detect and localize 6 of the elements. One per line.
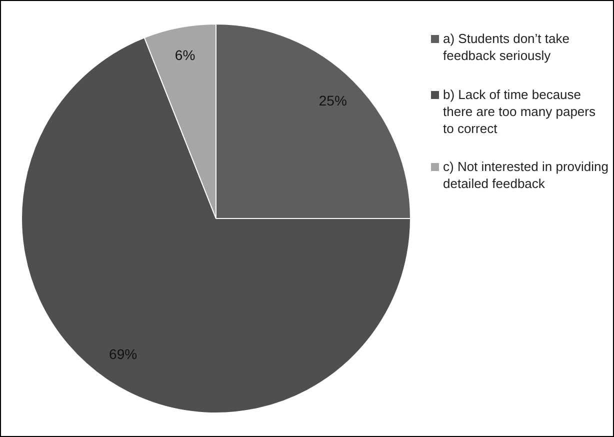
data-label: 25%	[318, 92, 347, 108]
data-label: 69%	[109, 346, 138, 362]
data-label: 6%	[174, 46, 196, 63]
legend-label: c) Not interested in providing detailed feedback	[443, 159, 609, 194]
legend-label: a) Students don’t take feedback seriously	[443, 31, 570, 65]
legend-label: b) Lack of time because there are too many papers to correct	[443, 86, 596, 138]
